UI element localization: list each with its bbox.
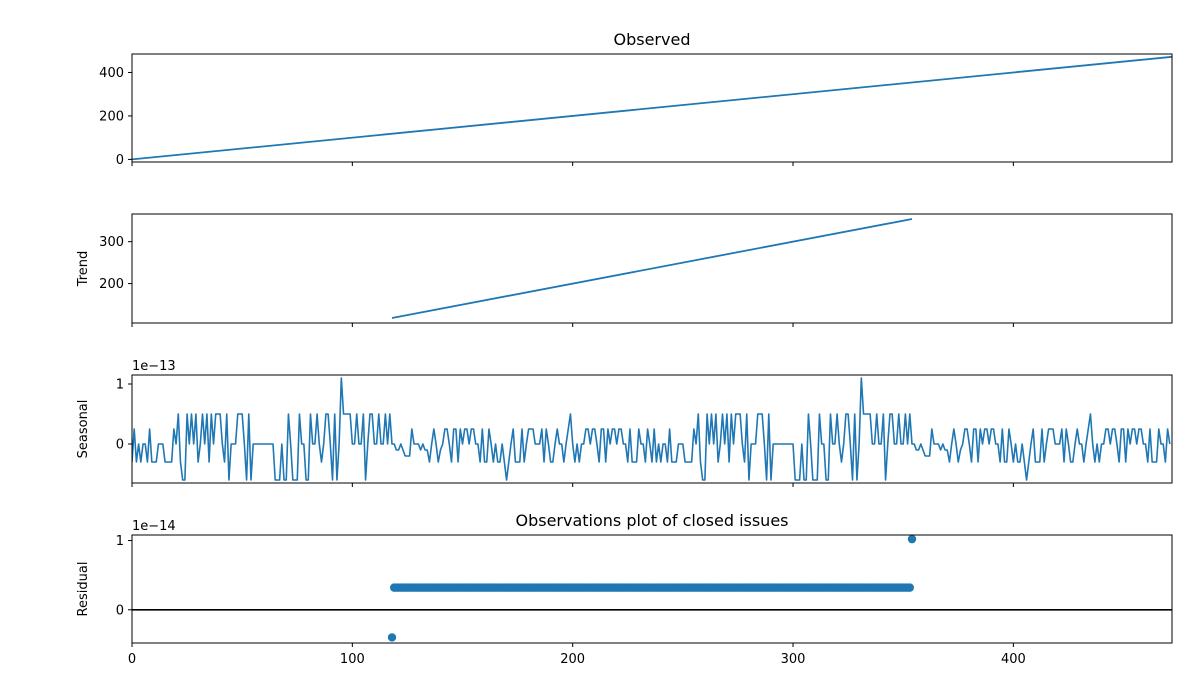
residual-panel: Observations plot of closed issues 1e−14 R… xyxy=(76,511,1173,667)
trend-ytick-label: 200 xyxy=(99,277,124,292)
residual-ytick-label: 0 xyxy=(116,603,124,618)
observed-axes-frame xyxy=(131,53,1173,163)
observed-ytick-label: 400 xyxy=(99,66,124,81)
trend-series-line xyxy=(391,218,913,319)
observed-title: Observed xyxy=(614,30,691,49)
seasonal-ylabel: Seasonal xyxy=(76,400,91,459)
seasonal-ytick-label: 1 xyxy=(116,378,124,393)
observed-ytick-label: 200 xyxy=(99,109,124,124)
seasonal-ytick-label: 0 xyxy=(116,438,124,453)
trend-ylabel: Trend xyxy=(76,251,91,288)
seasonal-offset-label: 1e−13 xyxy=(132,359,176,374)
observed-panel: Observed 0 200 400 xyxy=(99,30,1173,168)
residual-point xyxy=(905,583,914,592)
residual-offset-label: 1e−14 xyxy=(132,519,176,534)
seasonal-axes-frame xyxy=(131,374,1173,484)
observed-ytick-label: 0 xyxy=(116,153,124,168)
residual-xtick-label: 100 xyxy=(340,652,365,667)
residual-xtick-label: 300 xyxy=(781,652,806,667)
seasonal-panel: 1e−13 Seasonal 0 1 xyxy=(76,359,1173,487)
residual-title: Observations plot of closed issues xyxy=(516,511,789,530)
residual-xtick-label: 200 xyxy=(560,652,585,667)
residual-point xyxy=(387,633,397,642)
residual-point xyxy=(907,535,917,544)
residual-xtick-label: 400 xyxy=(1001,652,1026,667)
residual-xtick-label: 0 xyxy=(128,652,136,667)
trend-ytick-label: 300 xyxy=(99,235,124,250)
residual-ytick-label: 1 xyxy=(116,534,124,549)
trend-panel: Trend 200 300 xyxy=(76,213,1173,327)
trend-axes-frame xyxy=(131,213,1173,324)
residual-axes-frame xyxy=(131,534,1173,644)
observed-series-line xyxy=(132,55,1172,161)
residual-ylabel: Residual xyxy=(76,562,91,617)
seasonal-series-line xyxy=(132,377,1171,481)
